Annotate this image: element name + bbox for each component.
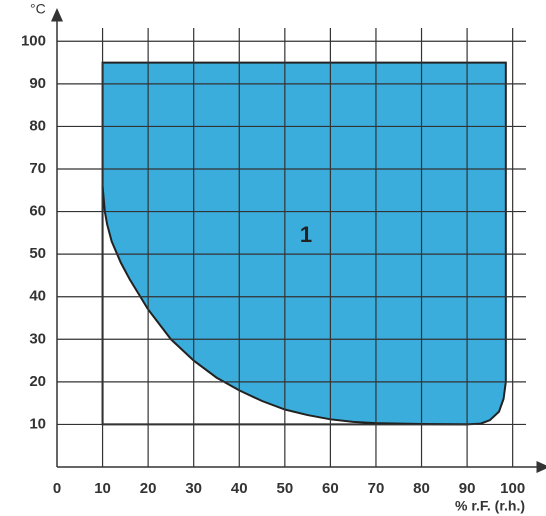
x-tick-label: 70	[368, 480, 385, 497]
x-tick-label: 0	[53, 480, 61, 497]
y-tick-label: 70	[29, 160, 46, 177]
y-tick-label: 10	[29, 415, 46, 432]
y-tick-label: 20	[29, 373, 46, 390]
x-tick-label: 40	[231, 480, 248, 497]
x-tick-label: 100	[500, 480, 525, 497]
x-tick-label: 50	[276, 480, 293, 497]
y-tick-label: 90	[29, 75, 46, 92]
y-axis-title: °C	[30, 1, 46, 17]
y-tick-label: 100	[21, 32, 46, 49]
y-tick-label: 40	[29, 288, 46, 305]
y-tick-label: 80	[29, 117, 46, 134]
x-tick-label: 30	[185, 480, 202, 497]
x-tick-label: 60	[322, 480, 339, 497]
x-tick-label: 90	[459, 480, 476, 497]
y-tick-label: 50	[29, 245, 46, 262]
x-tick-label: 10	[94, 480, 111, 497]
y-tick-label: 30	[29, 330, 46, 347]
y-tick-label: 60	[29, 203, 46, 220]
x-tick-label: 80	[413, 480, 430, 497]
annotation: 1	[300, 222, 312, 247]
x-axis-title: % r.F. (r.h.)	[455, 498, 525, 514]
x-tick-label: 20	[140, 480, 157, 497]
